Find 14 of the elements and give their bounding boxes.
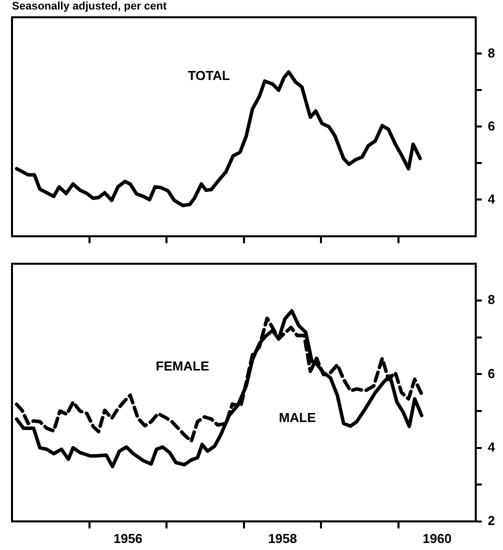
x-tick-label: 1956 xyxy=(113,530,142,546)
text: TOTAL xyxy=(188,68,230,83)
y-tick-label: 4 xyxy=(488,191,496,206)
x-tick-label: 1958 xyxy=(268,530,297,546)
series-label: MALE xyxy=(278,410,316,425)
y-tick-label: 2 xyxy=(488,512,496,528)
y-tick-label: 8 xyxy=(488,45,496,60)
y-tick-label: 6 xyxy=(488,366,496,381)
text: FEMALE xyxy=(156,358,210,374)
chart-title: Seasonally adjusted, per cent xyxy=(12,0,168,13)
y-tick-label: 4 xyxy=(488,439,496,454)
x-tick-label: 1960 xyxy=(422,530,452,546)
y-tick-label: 6 xyxy=(488,118,496,134)
y-tick-label: 8 xyxy=(488,292,496,308)
